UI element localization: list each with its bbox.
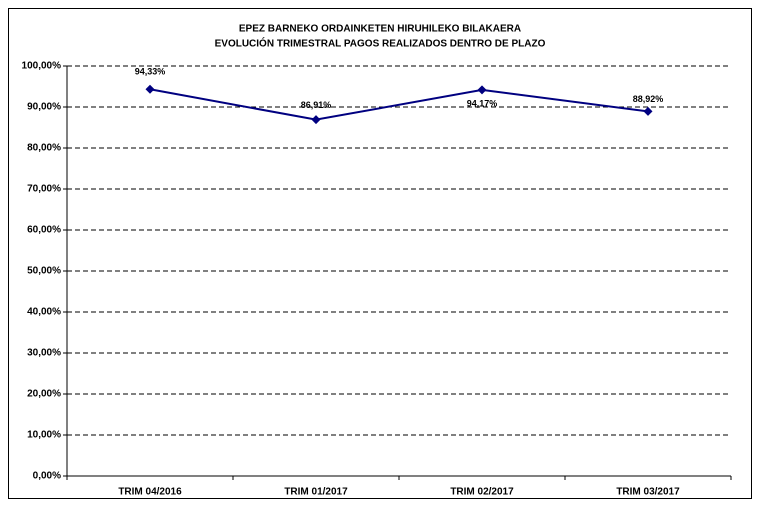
marker: [643, 106, 653, 116]
marker: [311, 115, 321, 125]
chart-border: [8, 8, 752, 499]
data-label: 86,91%: [301, 100, 332, 110]
x-tick-label: TRIM 02/2017: [450, 487, 514, 498]
x-tick-label: TRIM 01/2017: [284, 487, 348, 498]
y-tick-label: 60,00%: [27, 225, 61, 236]
y-tick-label: 100,00%: [22, 61, 62, 72]
data-label: 88,92%: [633, 94, 664, 104]
y-tick-label: 90,00%: [27, 102, 61, 113]
y-tick-label: 0,00%: [33, 471, 61, 482]
data-label: 94,33%: [135, 67, 166, 77]
y-tick-label: 50,00%: [27, 266, 61, 277]
data-label: 94,17%: [467, 98, 498, 108]
marker: [145, 84, 155, 94]
marker: [477, 85, 487, 95]
chart-subtitle: EVOLUCIÓN TRIMESTRAL PAGOS REALIZADOS DE…: [215, 37, 546, 50]
x-tick-label: TRIM 03/2017: [616, 487, 680, 498]
y-tick-label: 70,00%: [27, 184, 61, 195]
y-tick-label: 40,00%: [27, 307, 61, 318]
x-tick-label: TRIM 04/2016: [118, 487, 182, 498]
y-tick-label: 10,00%: [27, 430, 61, 441]
y-tick-label: 30,00%: [27, 348, 61, 359]
y-tick-label: 80,00%: [27, 143, 61, 154]
line: [149, 88, 649, 121]
chart-title: EPEZ BARNEKO ORDAINKETEN HIRUHILEKO BILA…: [239, 24, 521, 35]
y-tick-label: 20,00%: [27, 389, 61, 400]
